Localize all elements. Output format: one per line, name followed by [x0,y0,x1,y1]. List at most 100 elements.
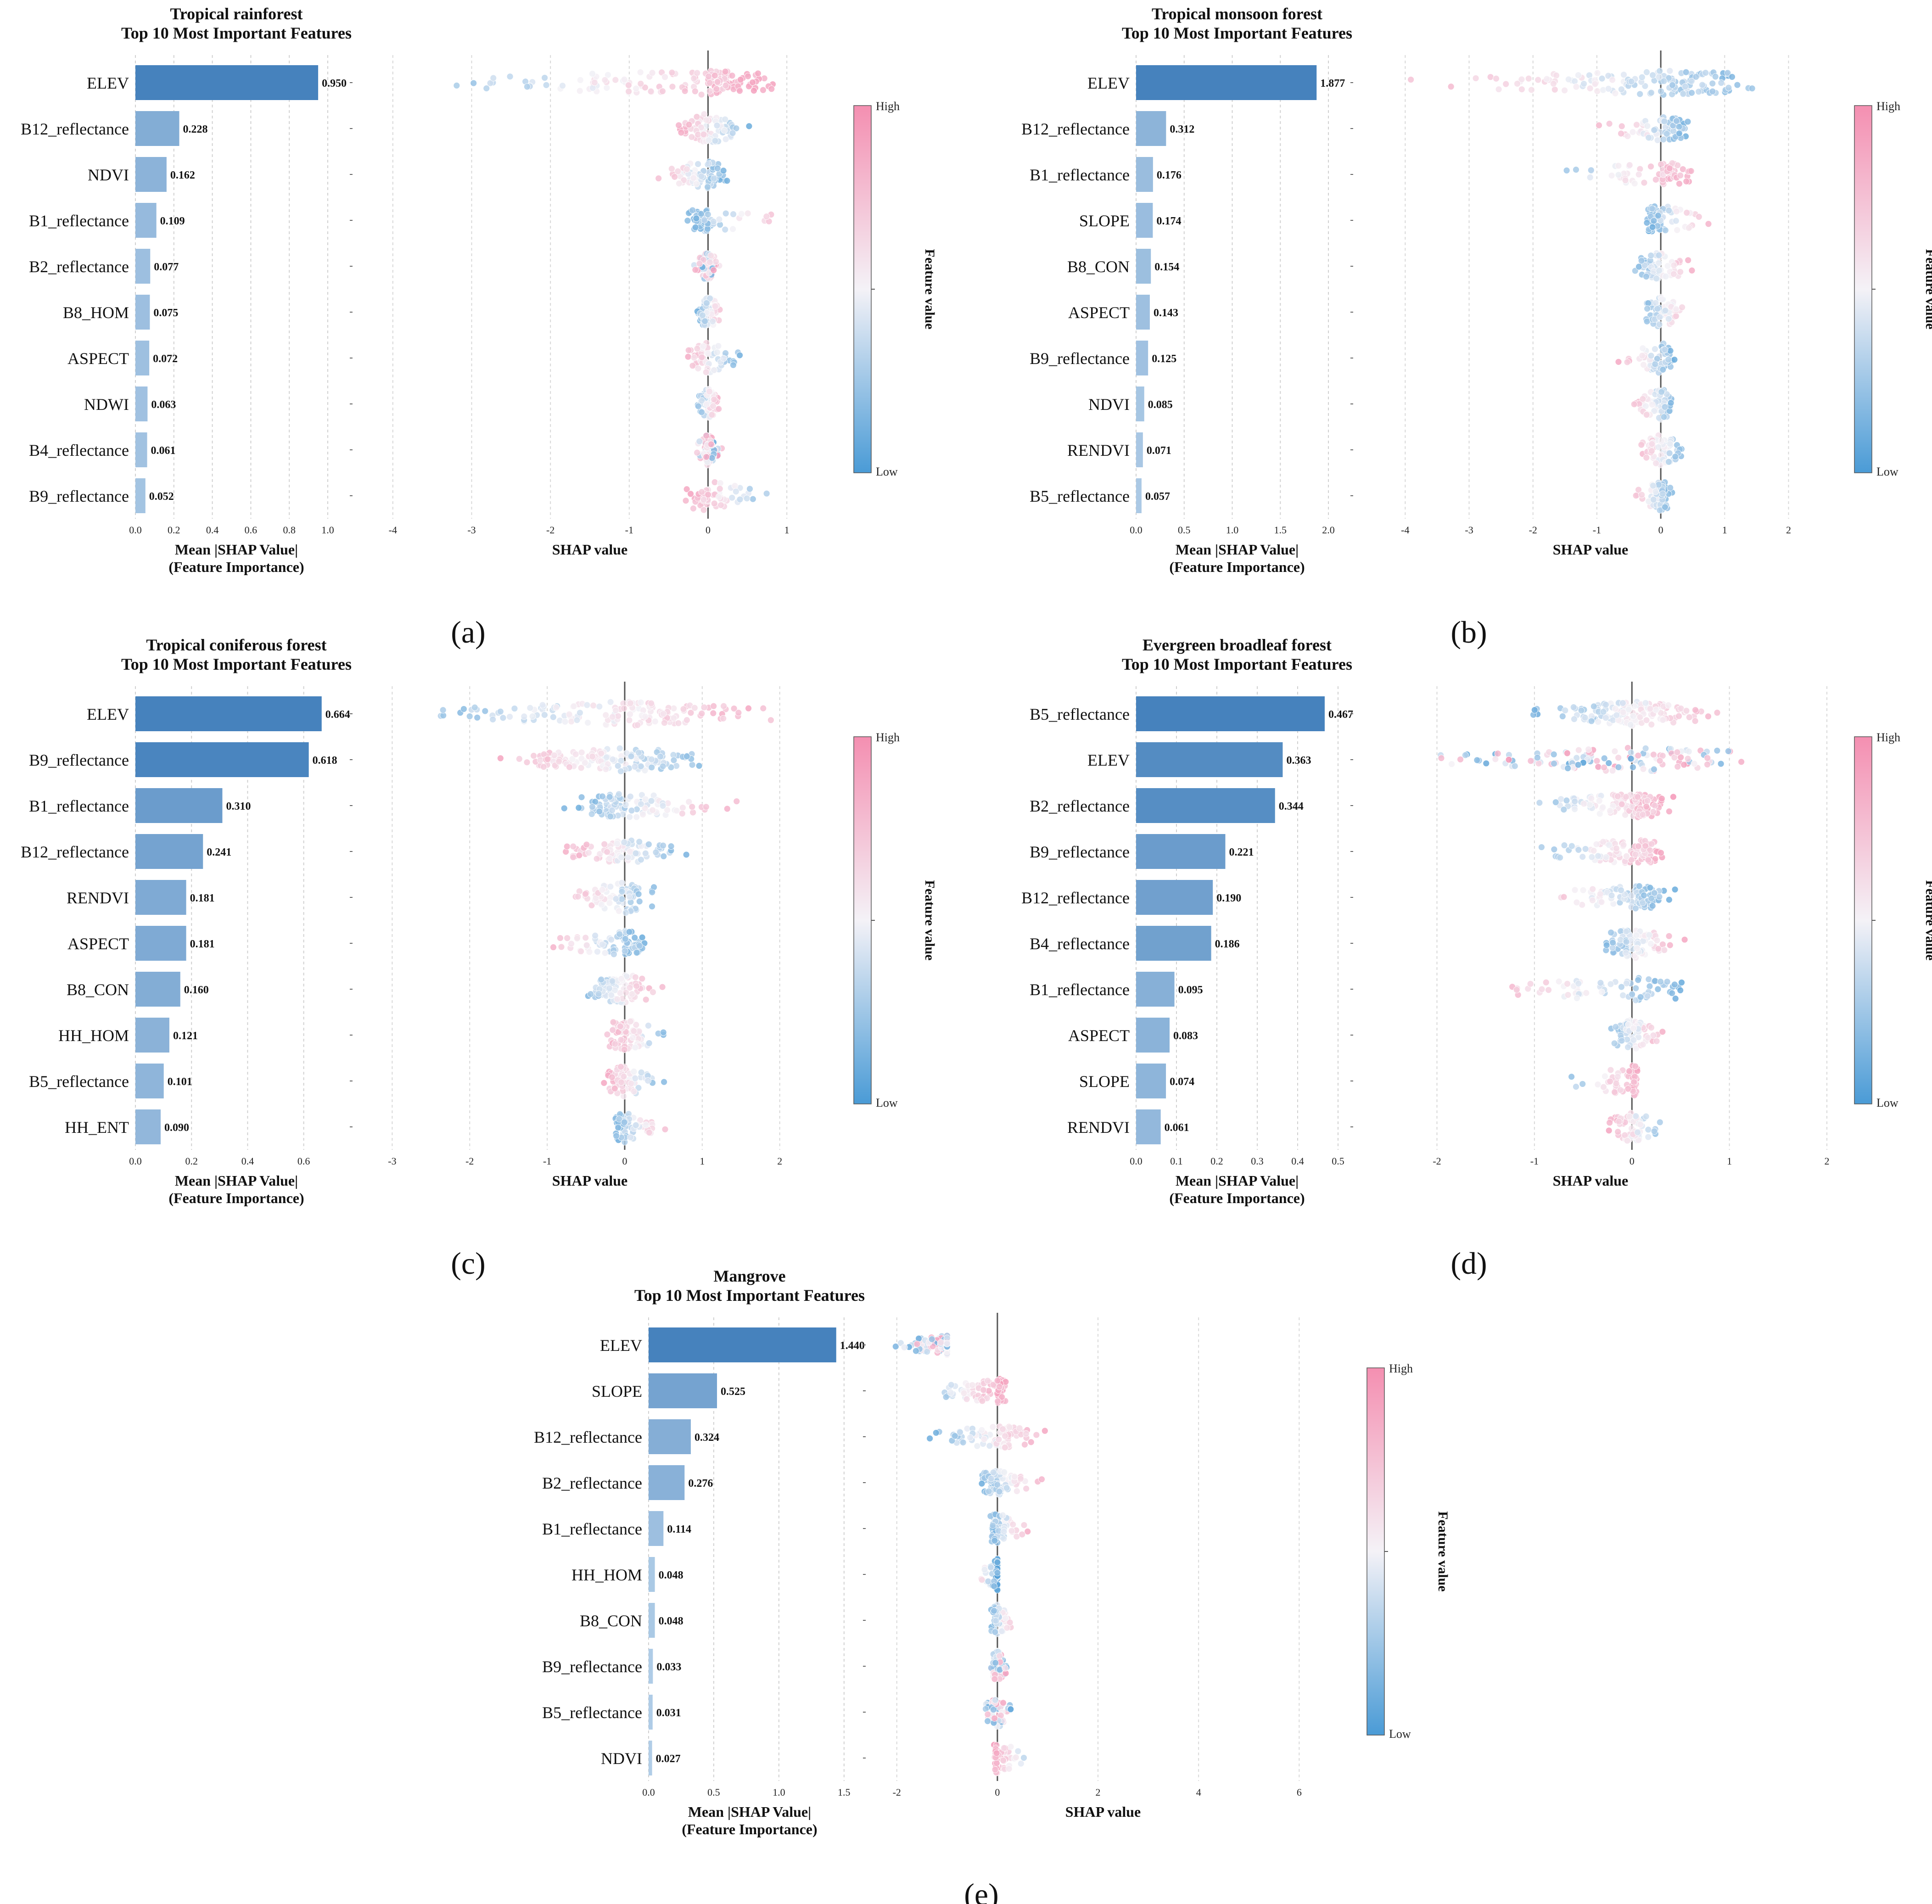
shap-point [439,706,447,714]
shap-point [635,890,642,898]
shap-point [558,943,565,951]
importance-value-label: 0.061 [1165,1122,1189,1134]
importance-value-label: 1.877 [1320,78,1345,90]
shap-point [1017,1760,1025,1767]
shap-point [1662,273,1669,280]
shap-point [692,266,699,274]
shap-point [617,1063,624,1070]
shap-point [636,838,643,846]
shap-point [763,213,770,220]
shap-point [1665,356,1672,363]
shap-point [1666,165,1673,172]
colorbar-low-label: Low [1876,1096,1898,1109]
shap-point [715,493,722,500]
shap-point [639,811,646,818]
feature-value-colorbar: High Low Feature value [853,731,937,1109]
shap-point [615,790,622,798]
shap-point [1011,1473,1018,1480]
shap-point [612,76,619,84]
shap-point [1665,74,1672,82]
shap-point [1624,1137,1631,1144]
shap-point [1671,356,1678,363]
shap-point [745,705,752,712]
shap-point [1593,840,1600,848]
panel-title: Tropical monsoon forest [1152,5,1322,23]
importance-value-label: 0.344 [1279,801,1304,812]
shap-point [1013,1488,1020,1495]
shap-point [1682,68,1690,76]
shap-point [702,803,710,811]
shap-point [969,1382,976,1389]
shap-point [994,1377,1001,1384]
importance-value-label: 0.241 [207,846,231,858]
shap-point [581,759,588,767]
shap-point [1473,756,1481,764]
shap-point [1627,721,1634,728]
feature-label: HH_ENT [65,1118,129,1137]
shap-point [1633,931,1640,939]
shap-point [1017,1475,1025,1482]
feature-value-colorbar: High Low Feature value [853,100,937,478]
shap-point [700,496,707,503]
shap-point [1638,73,1646,81]
shap-point [1614,1128,1622,1136]
shap-point [698,354,706,361]
shap-point [627,1018,634,1025]
shap-point [659,88,666,95]
bar-tick-label: 0.5 [707,1786,720,1798]
shap-point [1725,84,1732,91]
shap-point [1580,800,1588,807]
shap-point [474,714,481,721]
shap-point [1659,490,1666,498]
shap-point [1573,899,1580,906]
shap-point [1575,746,1582,754]
shap-point [660,842,667,849]
bar-x-axis-label-2: (Feature Importance) [168,1190,304,1206]
shap-point [1542,979,1550,986]
shap-point [1575,980,1582,987]
shap-point [683,166,690,173]
shap-point [1659,717,1666,723]
shap-point [926,1435,934,1442]
importance-bar [135,788,223,823]
shap-point [1656,314,1663,321]
shap-point [991,1607,997,1614]
shap-point [648,764,655,771]
shap-point [1581,714,1589,721]
shap-point [541,711,548,718]
shap-point [583,941,590,949]
shap-point [1612,1023,1619,1030]
shap-point [1438,755,1445,762]
panel-title: Mangrove [713,1267,785,1285]
shap-point [1612,705,1619,712]
shap-point [1661,946,1668,954]
importance-bar [649,1465,685,1500]
shap-point [689,761,696,768]
shap-point [1608,172,1615,179]
shap-point [1653,1037,1660,1045]
shap-point [1607,1066,1614,1074]
shap-point [632,1121,639,1129]
shap-point [1656,267,1663,274]
bar-tick-label: 0.5 [1332,1155,1344,1167]
importance-value-label: 0.027 [656,1753,681,1765]
shap-point [1655,259,1663,267]
shap-point [1666,449,1673,457]
shap-x-axis-label: SHAP value [1065,1803,1141,1820]
shap-point [1573,166,1579,174]
shap-point [715,342,722,350]
shap-tick-label: 0 [995,1786,1000,1798]
shap-point [987,1564,995,1571]
shap-point [603,84,610,91]
shap-point [978,1576,986,1584]
shap-point [1580,80,1587,87]
shap-point [483,85,490,92]
shap-point [612,895,620,902]
importance-bar [135,742,309,777]
shap-point [1573,83,1580,90]
importance-value-label: 0.228 [183,123,208,135]
shap-point [575,804,582,812]
shap-point [1623,938,1630,946]
shap-point [632,850,639,857]
shap-point [610,951,617,958]
